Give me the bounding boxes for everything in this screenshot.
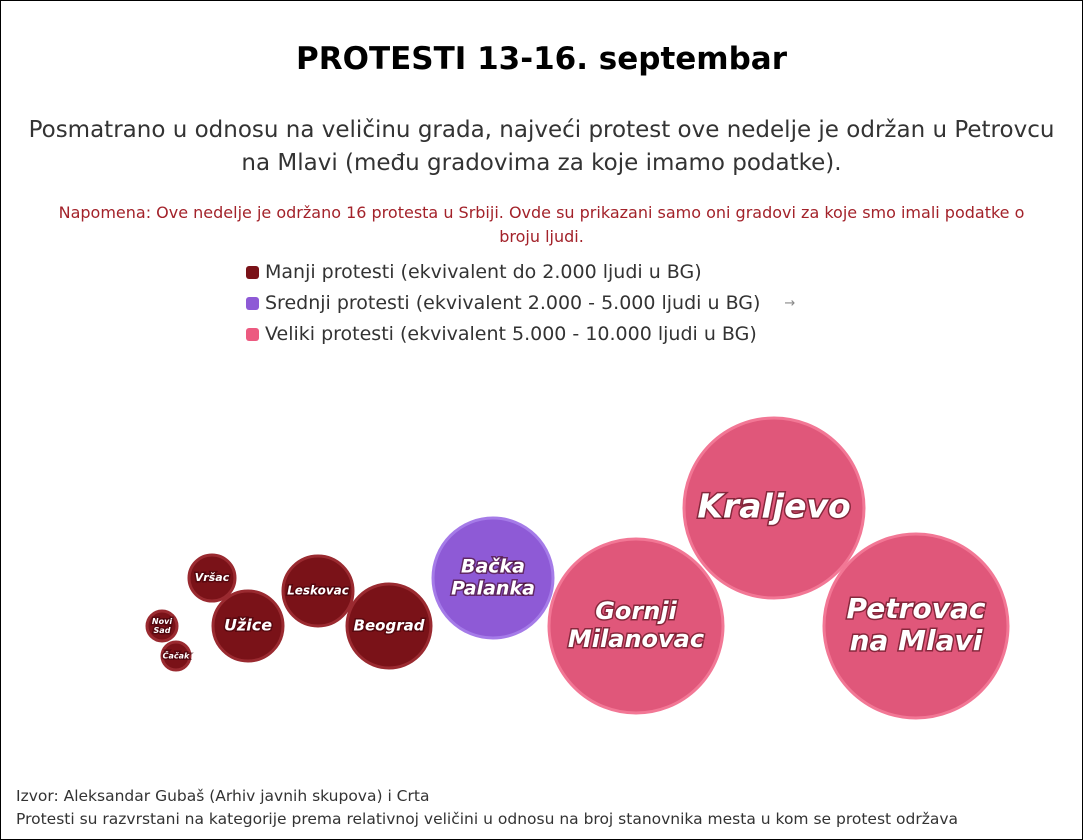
bubble-label: Kraljevo	[697, 487, 850, 526]
bubble-label: Vršac	[195, 571, 230, 584]
arrow[interactable]: →	[784, 295, 796, 311]
legend-item: Veliki protesti (ekvivalent 5.000 - 10.0…	[246, 323, 757, 345]
subtitle: Posmatrano u odnosu na veličinu grada, n…	[28, 117, 1055, 143]
note: Napomena: Ove nedelje je održano 16 prot…	[58, 203, 1025, 222]
bubble-label: Bačka	[461, 556, 525, 578]
bubble-label: Milanovac	[568, 625, 704, 653]
bubble[interactable]	[187, 553, 237, 603]
bubble-label: na Mlavi	[850, 624, 983, 657]
bubble-label: Sad	[154, 626, 171, 635]
bubble[interactable]	[822, 532, 1010, 720]
method: Protesti su razvrstani na kategorije pre…	[16, 810, 959, 828]
bubble[interactable]	[682, 416, 866, 600]
bubble-label: Leskovac	[287, 584, 349, 598]
bubble-label: Petrovac	[847, 592, 986, 625]
legend-label: Srednji protesti (ekvivalent 2.000 - 5.0…	[265, 292, 761, 314]
bubble[interactable]	[160, 640, 192, 672]
source: Izvor: Aleksandar Gubaš (Arhiv javnih sk…	[16, 787, 430, 805]
bubble[interactable]	[431, 516, 555, 640]
bubble-label: Beograd	[354, 617, 425, 635]
bubble[interactable]	[145, 609, 179, 643]
bubble[interactable]	[345, 582, 433, 670]
bubble-label: Čačak	[163, 651, 190, 661]
bubble-label: Gornji	[595, 597, 677, 625]
title: PROTESTI 13-16. septembar	[296, 41, 787, 77]
bubble-label: Užice	[224, 616, 272, 635]
bubble-label: Novi	[152, 617, 172, 626]
bubble[interactable]	[281, 554, 355, 628]
legend-item: Srednji protesti (ekvivalent 2.000 - 5.0…	[246, 292, 795, 314]
legend-label: Veliki protesti (ekvivalent 5.000 - 10.0…	[265, 323, 757, 345]
subtitle: na Mlavi (među gradovima za koje imamo p…	[241, 150, 842, 176]
bubble[interactable]	[211, 589, 285, 663]
note: broju ljudi.	[499, 227, 584, 246]
legend-item: Manji protesti (ekvivalent do 2.000 ljud…	[246, 261, 702, 283]
bubble[interactable]	[547, 537, 725, 715]
legend-label: Manji protesti (ekvivalent do 2.000 ljud…	[265, 261, 702, 283]
bubble-label: Palanka	[451, 577, 535, 599]
